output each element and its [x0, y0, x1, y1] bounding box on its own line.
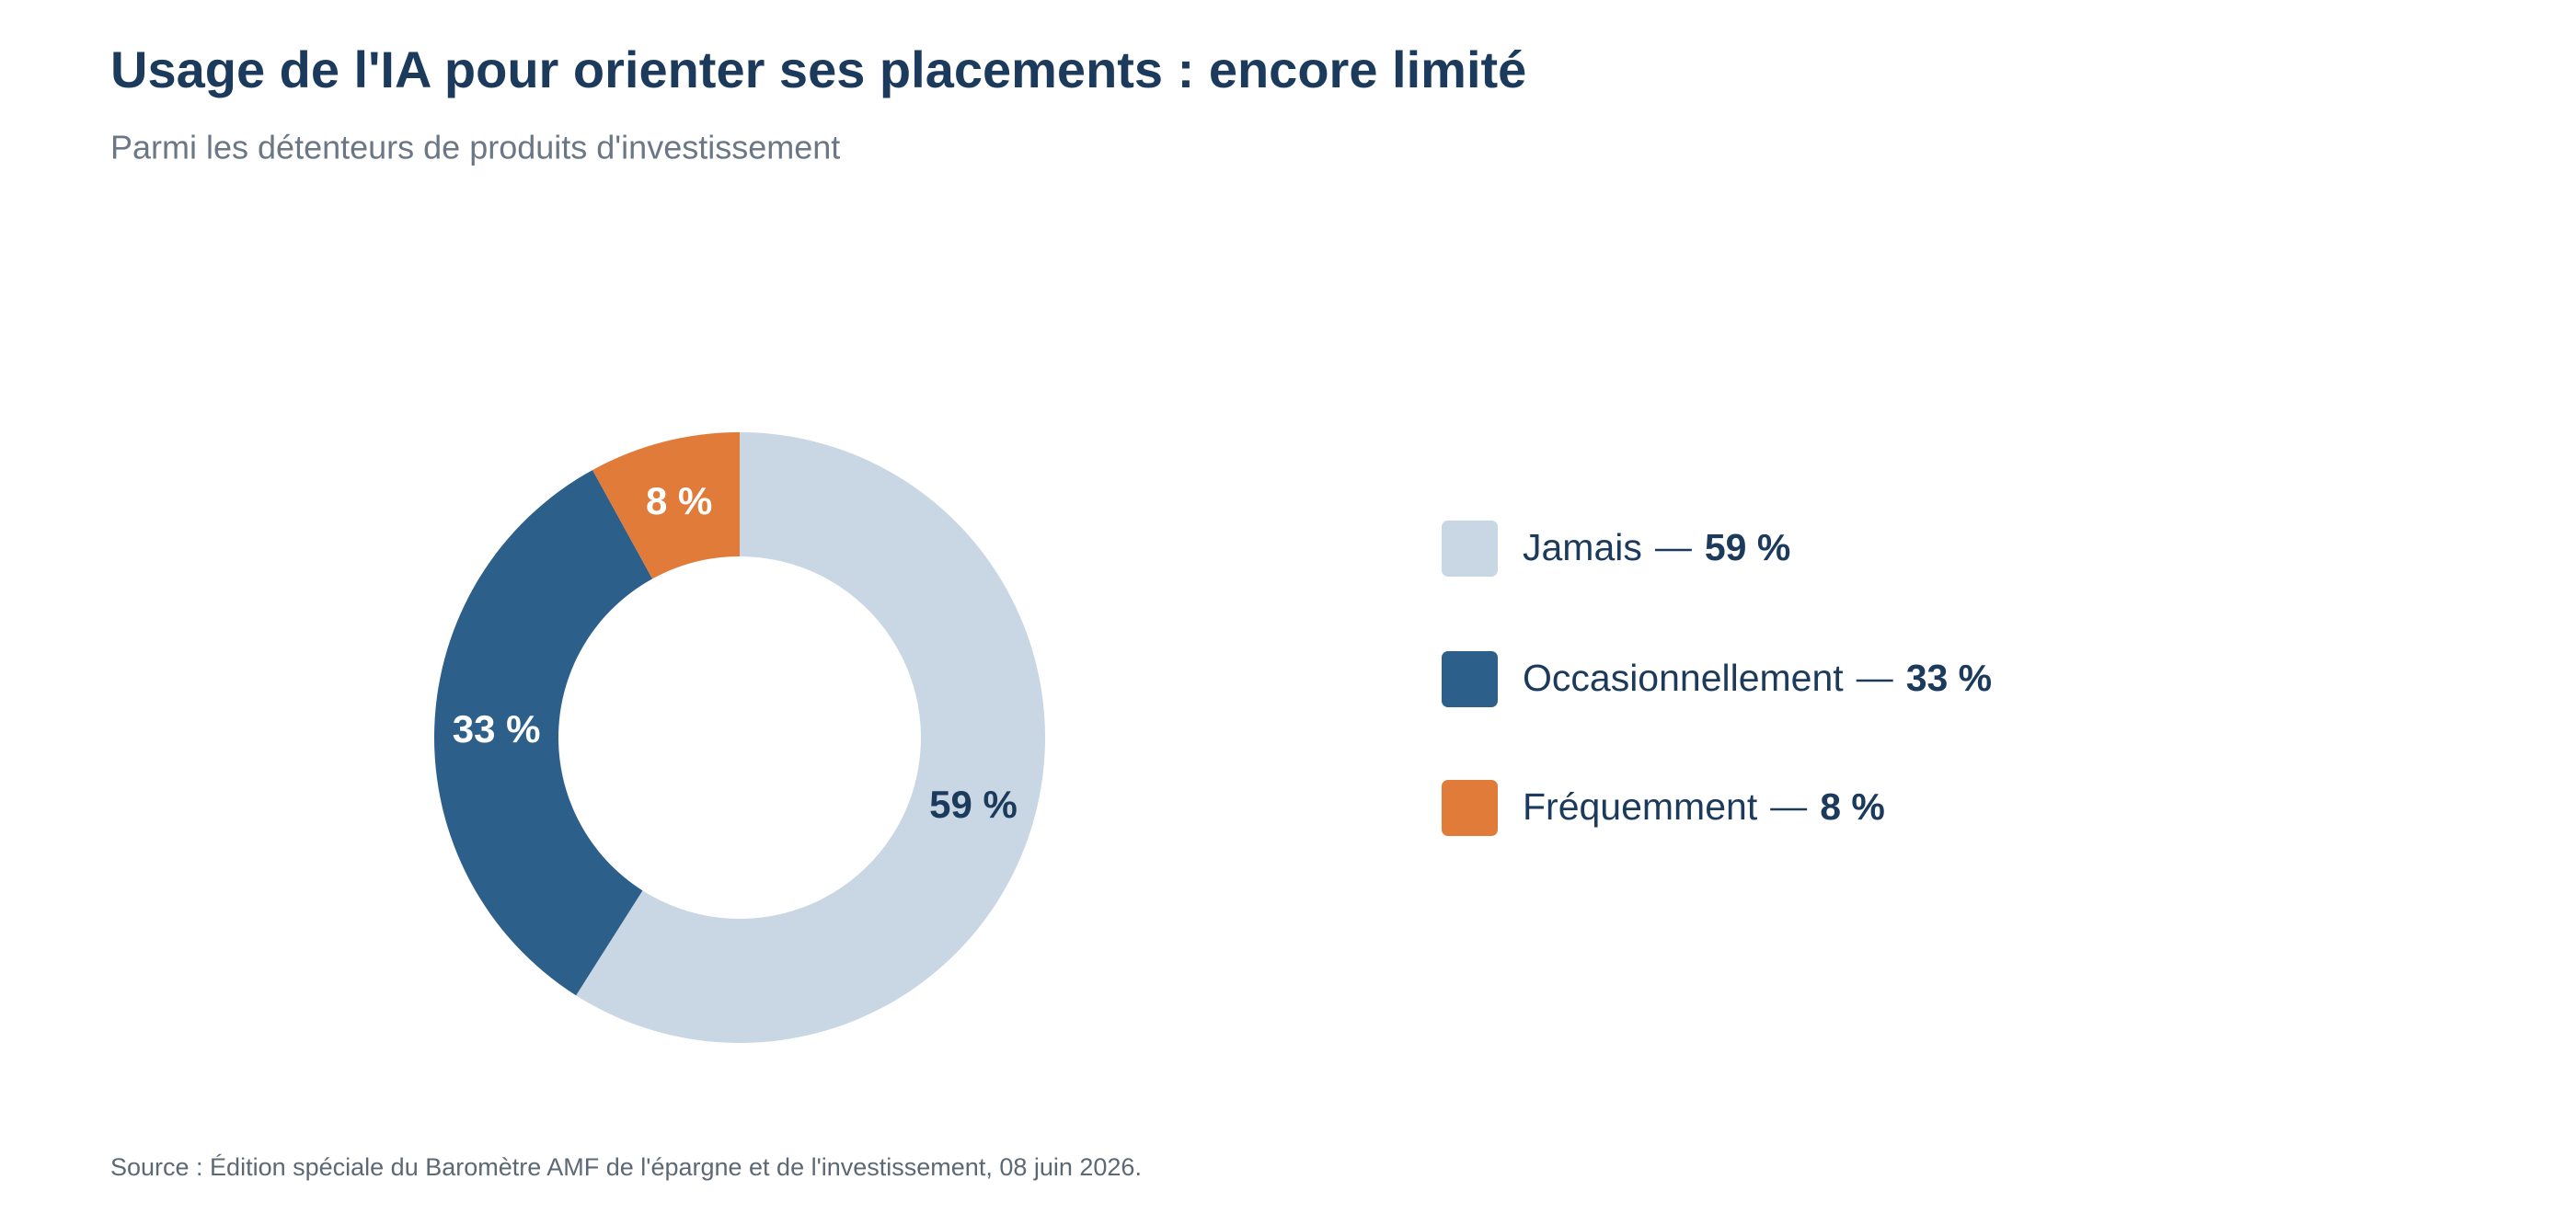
chart-title: Usage de l'IA pour orienter ses placemen…	[110, 40, 1526, 98]
legend-swatch	[1442, 651, 1498, 707]
legend-label: Jamais	[1523, 526, 1642, 568]
donut-slice	[592, 432, 740, 579]
slice-label: 8 %	[646, 479, 712, 522]
chart-subtitle: Parmi les détenteurs de produits d'inves…	[110, 129, 840, 166]
slice-label: 33 %	[453, 707, 541, 750]
legend-value: 33 %	[1906, 657, 1992, 699]
donut-slice	[576, 432, 1046, 1043]
source-note: Source : Édition spéciale du Baromètre A…	[110, 1153, 1142, 1181]
donut-slice	[434, 470, 653, 996]
legend-label: Occasionnellement	[1523, 657, 1844, 699]
legend-swatch	[1442, 521, 1498, 577]
slice-label: 59 %	[929, 783, 1018, 826]
legend-swatch	[1442, 780, 1498, 836]
legend-value: 8 %	[1820, 785, 1885, 828]
legend-label: Fréquemment	[1523, 785, 1758, 828]
legend-value: 59 %	[1705, 526, 1790, 568]
